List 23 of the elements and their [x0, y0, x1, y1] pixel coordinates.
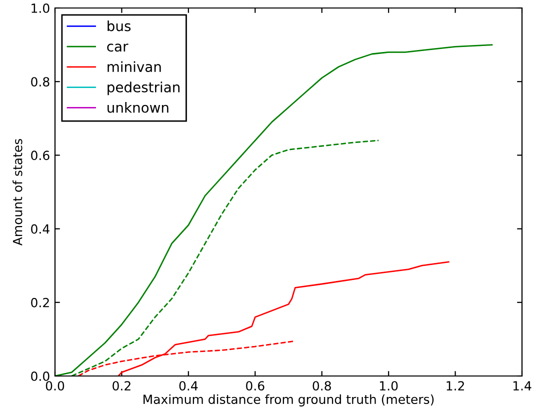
text: 1.0 — [380, 381, 398, 391]
x-tick-label: 0.8 — [312, 381, 331, 391]
legend-label: unknown — [108, 102, 168, 113]
x-axis-title: Maximum distance from ground truth (meters) — [144, 394, 434, 406]
y-axis-title: Amount of states — [12, 138, 22, 246]
y-tick-label: 0.4 — [31, 224, 50, 234]
y-tick-label: 0.8 — [31, 77, 50, 87]
y-tick-label: 0.6 — [31, 150, 50, 160]
x-tick-label: 1.2 — [446, 381, 464, 390]
line-series — [55, 44, 493, 376]
legend-label: minivan — [108, 61, 161, 72]
text: 0.0 — [46, 381, 64, 391]
text: 1.0 — [32, 3, 50, 13]
legend-label: bus — [108, 20, 131, 32]
legend-label: car — [107, 44, 128, 52]
x-tick-label: 1.4 — [513, 381, 532, 390]
x-tick-label: 0.4 — [179, 381, 198, 391]
x-tick-label: 0.6 — [246, 381, 264, 391]
x-tick-label: 0.2 — [112, 381, 130, 391]
legend-label: pedestrian — [108, 82, 180, 96]
line-series — [70, 140, 380, 376]
y-tick-label: 0.2 — [31, 298, 49, 308]
text: 0.0 — [31, 371, 50, 381]
